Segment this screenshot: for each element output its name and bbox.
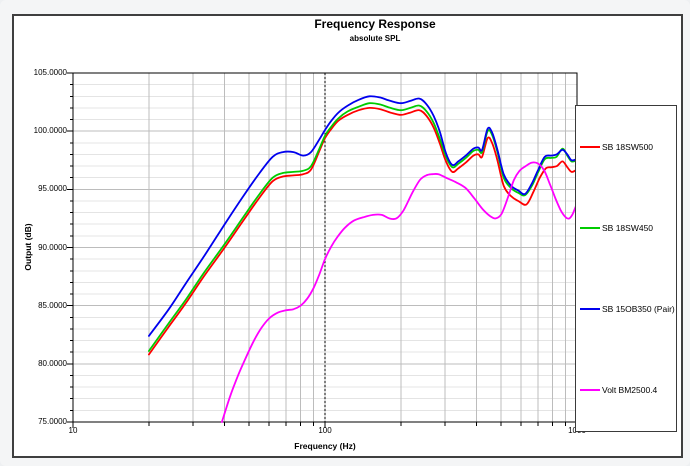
legend-label: Volt BM2500.4 [602,385,658,396]
legend-label: SB 18SW450 [602,222,654,233]
x-axis-tick-label: 10 [68,426,78,435]
legend-entry: SB 15OB350 (Pair) [580,304,676,314]
x-axis-title: Frequency (Hz) [294,441,356,451]
y-axis-tick-label: 105.0000 [33,68,67,77]
x-axis-tick-label: 100 [318,426,332,435]
y-axis-tick-label: 95.0000 [38,184,67,194]
legend-entry: SB 18SW500 [580,142,676,152]
y-axis-tick-label: 90.0000 [38,242,67,252]
legend-line-swatch [580,145,600,148]
legend-line-swatch [580,308,600,311]
legend-label: SB 15OB350 (Pair) [602,304,675,315]
chart-subtitle: absolute SPL [349,34,401,43]
chart-title: Frequency Response [314,17,436,31]
y-axis-tick-label: 75.0000 [38,417,67,426]
legend-entry: Volt BM2500.4 [580,385,676,395]
y-axis-tick-label: 80.0000 [38,358,67,368]
y-axis-tick-labels: 105.0000 100.0000 95.0000 90.0000 85.0000 80.… [20,0,67,466]
y-axis-tick-label: 100.0000 [33,126,67,136]
legend-line-swatch [580,226,600,229]
series-curve-sb-18sw500 [148,106,578,356]
legend-label: SB 18SW500 [602,141,654,152]
series-curve-sb-15ob350-pair- [148,95,578,337]
series-curve-volt-bm2500-4 [221,161,578,423]
legend: SB 18SW500 SB 18SW450 SB 15OB350 (Pair) Vol… [575,105,677,432]
series-curve-sb-18sw450 [148,102,578,352]
legend-line-swatch [580,389,600,392]
y-axis-tick-label: 85.0000 [38,300,67,310]
legend-entry: SB 18SW450 [580,223,676,233]
